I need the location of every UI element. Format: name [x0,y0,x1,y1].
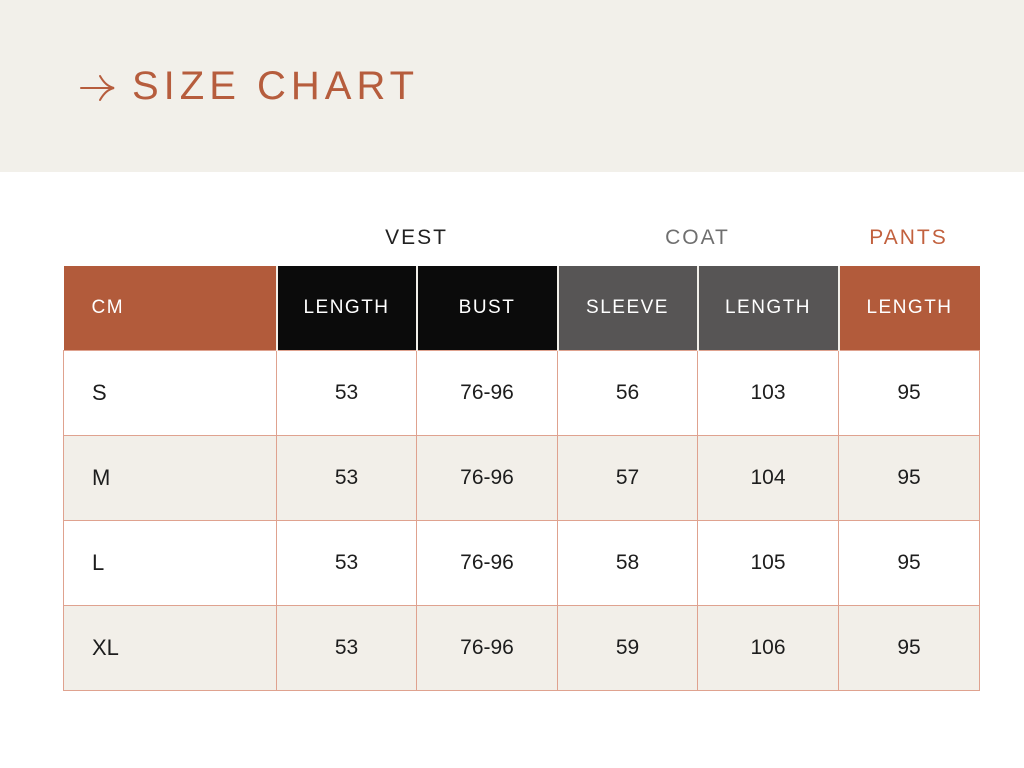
size-table-header: CM LENGTH BUST SLEEVE LENGTH LENGTH [63,266,980,350]
group-label-coat: COAT [665,226,730,249]
cell-value: 104 [697,434,839,521]
table-row-m: M 53 76-96 57 104 95 [63,434,980,521]
cell-value: 76-96 [416,519,558,606]
table-row-s: S 53 76-96 56 103 95 [63,349,980,436]
size-label: S [63,349,277,436]
cell-value: 76-96 [416,434,558,521]
header-cell-coat-sleeve: SLEEVE [556,266,698,350]
cell-value: 53 [276,434,417,521]
cell-value: 59 [557,604,698,691]
cell-value: 76-96 [416,349,558,436]
group-label-vest: VEST [385,226,448,249]
cell-value: 57 [557,434,698,521]
cell-value: 53 [276,604,417,691]
cell-value: 95 [838,349,980,436]
group-label-pants: PANTS [869,226,948,249]
header-cell-unit: CM [63,266,277,350]
cell-value: 103 [697,349,839,436]
cell-value: 95 [838,519,980,606]
cell-value: 95 [838,434,980,521]
size-chart-section: VEST COAT PANTS CM LENGTH BUST SLEEVE LE… [0,222,1024,691]
size-chart-table: CM LENGTH BUST SLEEVE LENGTH LENGTH S 53… [63,266,980,691]
garment-group-labels: VEST COAT PANTS [63,222,979,250]
header-cell-pants-length: LENGTH [837,266,980,350]
cell-value: 105 [697,519,839,606]
table-row-xl: XL 53 76-96 59 106 95 [63,604,980,691]
header-cell-vest-length: LENGTH [275,266,417,350]
right-arrow-icon [78,71,118,105]
cell-value: 106 [697,604,839,691]
cell-value: 53 [276,519,417,606]
size-table-body: S 53 76-96 56 103 95 M 53 76-96 57 104 9… [63,349,980,691]
page-title: SIZE CHART [132,63,420,108]
header-row: CM LENGTH BUST SLEEVE LENGTH LENGTH [63,266,980,350]
cell-value: 76-96 [416,604,558,691]
size-label: M [63,434,277,521]
cell-value: 95 [838,604,980,691]
size-label: L [63,519,277,606]
size-label: XL [63,604,277,691]
size-chart-banner: SIZE CHART [0,0,1024,172]
table-row-l: L 53 76-96 58 105 95 [63,519,980,606]
cell-value: 56 [557,349,698,436]
cell-value: 58 [557,519,698,606]
header-cell-vest-bust: BUST [415,266,558,350]
header-cell-coat-length: LENGTH [696,266,839,350]
cell-value: 53 [276,349,417,436]
